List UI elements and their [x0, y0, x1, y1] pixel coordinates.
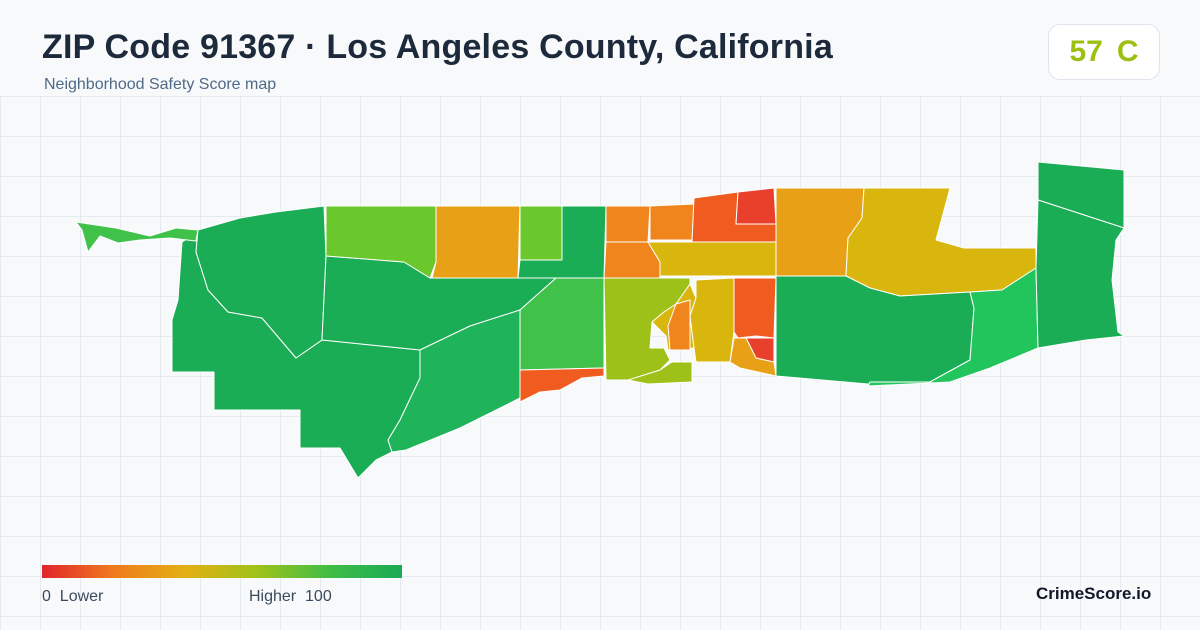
legend-min-label: Lower — [59, 588, 104, 605]
region-north-amber-1[interactable] — [431, 205, 521, 279]
page-title: ZIP Code 91367 · Los Angeles County, Cal… — [42, 28, 833, 66]
region-red-strip[interactable] — [733, 277, 777, 339]
legend-gradient-bar — [42, 565, 402, 578]
region-south-central[interactable] — [387, 309, 521, 453]
legend-min: 0 Lower — [42, 588, 103, 606]
region-north-lime-2[interactable] — [519, 205, 563, 261]
score-value: 57 — [1069, 35, 1103, 68]
legend-min-value: 0 — [42, 588, 51, 605]
region-yellow-strip[interactable] — [689, 277, 735, 363]
region-northwest-inner[interactable] — [195, 205, 327, 359]
region-red-top[interactable] — [735, 187, 777, 225]
region-emerald-east[interactable] — [867, 267, 1039, 387]
region-yellow-green-south[interactable] — [627, 361, 693, 385]
region-yellow-northeast[interactable] — [845, 187, 1037, 297]
region-orange-north[interactable] — [605, 205, 651, 243]
legend-max-label: Higher — [249, 588, 297, 605]
region-orange-strip[interactable] — [667, 299, 691, 351]
brand-logo-text: CrimeScore.io — [1036, 584, 1152, 603]
region-south-red[interactable] — [519, 367, 605, 403]
region-far-east[interactable] — [1035, 199, 1125, 349]
region-orange-north-2[interactable] — [649, 203, 695, 241]
region-orange-south[interactable] — [729, 337, 777, 377]
score-badge: 57 C — [1048, 24, 1160, 80]
score-grade: C — [1116, 35, 1139, 68]
legend-max: Higher 100 — [249, 588, 332, 606]
legend-max-value: 100 — [305, 588, 332, 605]
region-yellow-band[interactable] — [647, 241, 777, 277]
region-northwest-strip[interactable] — [75, 221, 199, 253]
page-subtitle: Neighborhood Safety Score map — [44, 76, 277, 93]
